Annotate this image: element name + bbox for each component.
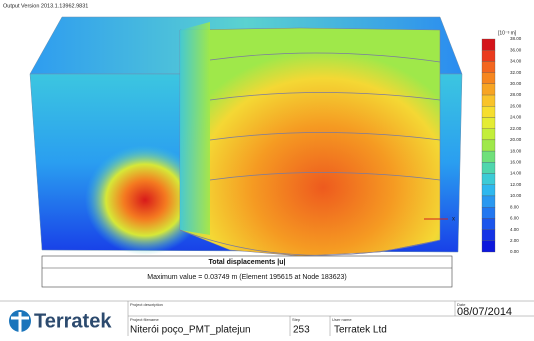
model-view: x — [30, 17, 462, 256]
legend-label: 6.00 — [510, 216, 519, 221]
legend-swatch — [482, 185, 495, 196]
field-label: Project filename — [130, 317, 159, 322]
legend-swatch — [482, 117, 495, 128]
caption-box: Total displacements |u| Maximum value = … — [42, 256, 452, 287]
legend-swatch — [482, 129, 495, 140]
legend-label: 14.00 — [510, 171, 522, 176]
legend-swatch — [482, 39, 495, 50]
screen: Output Version 2013.1.13962.9831 x [10⁻³… — [0, 0, 534, 336]
legend-swatch — [482, 218, 495, 229]
legend-label: 20.00 — [510, 137, 522, 142]
logo-text: Terratek — [34, 310, 112, 332]
legend-label: 12.00 — [510, 182, 522, 187]
legend-swatch — [482, 151, 495, 162]
filename-value: Niterói poço_PMT_platejun — [130, 325, 251, 336]
legend-label: 38.00 — [510, 36, 522, 41]
legend-label: 18.00 — [510, 148, 522, 153]
legend-label: 0.00 — [510, 249, 519, 254]
cut-region — [180, 28, 440, 256]
legend-swatch — [482, 230, 495, 241]
legend-swatch — [482, 84, 495, 95]
date-value: 08/07/2014 — [457, 306, 512, 318]
user-value: Terratek Ltd — [334, 325, 387, 336]
legend-label: 8.00 — [510, 204, 519, 209]
legend-label: 24.00 — [510, 115, 522, 120]
legend-label: 36.00 — [510, 47, 522, 52]
caption-text: Maximum value = 0.03749 m (Element 19561… — [147, 274, 346, 281]
legend-label: 30.00 — [510, 81, 522, 86]
legend-label: 16.00 — [510, 160, 522, 165]
legend-swatch — [482, 73, 495, 84]
legend-label: 32.00 — [510, 70, 522, 75]
field-label: User name — [332, 317, 352, 322]
legend-swatch — [482, 50, 495, 61]
legend-label: 4.00 — [510, 227, 519, 232]
legend-swatch — [482, 174, 495, 185]
legend-label: 28.00 — [510, 92, 522, 97]
legend-swatch — [482, 106, 495, 117]
legend-label: 10.00 — [510, 193, 522, 198]
caption-title: Total displacements |u| — [209, 259, 286, 266]
legend-swatch — [482, 207, 495, 218]
legend-label: 22.00 — [510, 126, 522, 131]
cut-wall — [180, 22, 210, 235]
field-label: Step — [292, 317, 301, 322]
legend-swatch — [482, 241, 495, 252]
legend-label: 34.00 — [510, 59, 522, 64]
field-label: Project description — [130, 302, 163, 307]
legend-swatch — [482, 162, 495, 173]
version-text: Output Version 2013.1.13962.9831 — [3, 3, 88, 9]
legend-swatch — [482, 61, 495, 72]
legend-swatch — [482, 140, 495, 151]
axis-label: x — [452, 217, 455, 223]
legend-label: 2.00 — [510, 238, 519, 243]
legend-swatch — [482, 95, 495, 106]
legend-label: 26.00 — [510, 103, 522, 108]
legend-swatch — [482, 196, 495, 207]
step-value: 253 — [293, 325, 310, 336]
